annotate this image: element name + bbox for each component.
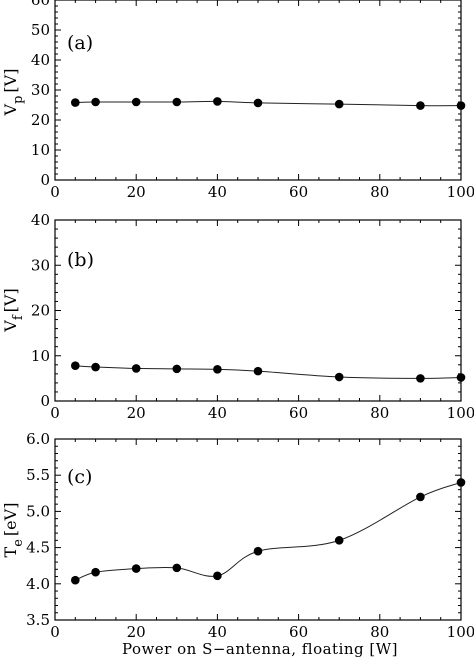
- y-axis-label: Te [eV]: [1, 503, 26, 558]
- data-point: [416, 492, 425, 502]
- panel-label: (c): [67, 466, 92, 488]
- y-tick-label: 5.0: [26, 502, 50, 520]
- y-label-symbol: T: [1, 546, 20, 557]
- y-label-symbol: V: [1, 103, 20, 116]
- x-tick-label: 80: [370, 183, 389, 201]
- x-tick-label: 20: [127, 183, 146, 201]
- data-point: [456, 478, 466, 487]
- y-tick-label: 30: [31, 256, 50, 274]
- y-tick-label: 20: [31, 302, 50, 320]
- y-tick-label: 30: [31, 81, 50, 99]
- y-label-subscript: f: [11, 314, 26, 320]
- y-label-unit: [eV]: [1, 503, 20, 537]
- y-label-unit: [V]: [1, 69, 20, 93]
- data-point: [253, 546, 263, 556]
- data-point: [172, 563, 182, 573]
- x-tick-label: 80: [370, 404, 389, 422]
- data-point: [131, 364, 141, 373]
- y-label-subscript: e: [11, 539, 26, 547]
- data-point: [253, 98, 263, 108]
- x-tick-label: 0: [50, 623, 60, 641]
- x-tick-label: 60: [289, 404, 308, 422]
- y-tick-label: 10: [31, 347, 50, 365]
- data-point: [416, 374, 425, 383]
- panel-3: 0 20 40 60 80 100 3.5 4.0 4.5 5.0 5.5 6.0 (c) Te [eV]: [1, 430, 474, 641]
- x-tick-label: 20: [127, 623, 146, 641]
- x-tick-label: 40: [208, 183, 227, 201]
- y-label-symbol: V: [1, 320, 20, 333]
- y-tick-label: 40: [31, 211, 50, 229]
- x-tick-label: 100: [447, 404, 474, 422]
- data-point: [213, 97, 222, 106]
- data-point: [91, 362, 100, 372]
- data-point: [416, 101, 425, 110]
- data-point: [334, 536, 344, 545]
- panel-label: (b): [67, 249, 94, 271]
- y-tick-label: 10: [31, 141, 50, 159]
- x-tick-label: 60: [289, 183, 308, 201]
- y-tick-label: 40: [31, 51, 50, 69]
- x-tick-label: 100: [447, 623, 474, 641]
- y-tick-label: 60: [31, 0, 50, 9]
- data-point: [71, 361, 80, 371]
- y-label-subscript: p: [11, 96, 26, 104]
- data-point: [172, 97, 182, 107]
- y-label-unit: [V]: [1, 288, 20, 312]
- y-tick-label: 0: [40, 392, 50, 410]
- y-tick-label: 3.5: [26, 611, 50, 629]
- plot-frame: [54, 0, 462, 181]
- data-point: [456, 373, 466, 382]
- series-line: [75, 481, 462, 581]
- data-point: [213, 571, 222, 581]
- data-point: [131, 564, 141, 573]
- y-axis-label: Vf [V]: [1, 288, 26, 332]
- data-point: [71, 575, 80, 585]
- y-tick-label: 0: [40, 171, 50, 189]
- x-tick-label: 60: [289, 623, 308, 641]
- data-point: [172, 364, 182, 374]
- x-tick-label: 100: [447, 183, 474, 201]
- x-tick-label: 40: [208, 404, 227, 422]
- y-tick-label: 4.0: [26, 575, 50, 593]
- x-tick-label: 40: [208, 623, 227, 641]
- series-line: [75, 365, 462, 379]
- x-tick-label: 0: [50, 404, 60, 422]
- x-axis-label: Power on S−antenna, floating [W]: [122, 640, 398, 658]
- y-tick-label: 20: [31, 111, 50, 129]
- y-axis-label: Vp [V]: [1, 69, 26, 117]
- x-tick-label: 0: [50, 183, 60, 201]
- data-point: [334, 372, 344, 382]
- data-point: [91, 567, 100, 577]
- plot-frame: [54, 438, 462, 621]
- data-point: [213, 365, 222, 374]
- x-tick-label: 20: [127, 404, 146, 422]
- y-tick-label: 6.0: [26, 430, 50, 448]
- y-tick-label: 4.5: [26, 539, 50, 557]
- y-tick-label: 50: [31, 21, 50, 39]
- x-tick-label: 80: [370, 623, 389, 641]
- series-line: [75, 100, 462, 107]
- data-point: [131, 97, 141, 107]
- data-point: [71, 98, 80, 107]
- data-point: [456, 101, 466, 110]
- data-point: [91, 97, 100, 107]
- panel-label: (a): [67, 32, 93, 54]
- y-tick-label: 5.5: [26, 466, 50, 484]
- panel-2: 0 20 40 60 80 100 0 10 20 30 40 (b) Vf [V]: [1, 211, 474, 422]
- data-point: [334, 99, 344, 109]
- data-point: [253, 366, 263, 376]
- panel-1: 0 20 40 60 80 100 0 10 20 30 40 50 60 (a) Vp [V]: [1, 0, 474, 201]
